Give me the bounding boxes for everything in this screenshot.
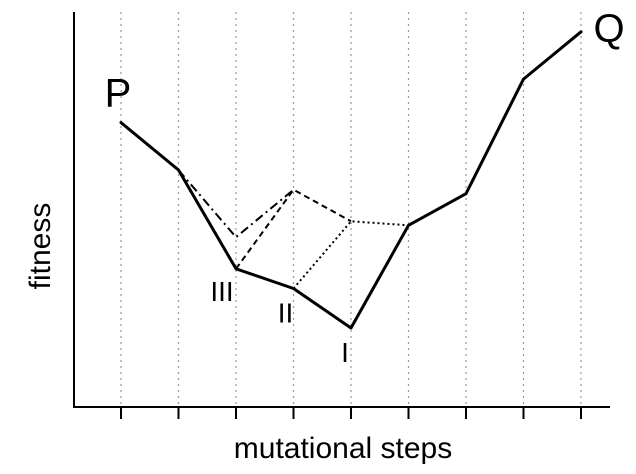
label-q: Q bbox=[593, 7, 624, 51]
label-ii: II bbox=[278, 298, 294, 329]
label-i: I bbox=[341, 337, 349, 368]
grid-lines bbox=[120, 12, 582, 407]
series-layer bbox=[119, 30, 583, 330]
y-axis-label: fitness bbox=[24, 203, 57, 290]
x-axis-ticks bbox=[120, 406, 582, 419]
series-dash-dot-line bbox=[177, 169, 295, 239]
x-axis-label: mutational steps bbox=[234, 432, 452, 465]
series-dotted-line bbox=[292, 220, 409, 290]
label-iii: III bbox=[210, 276, 233, 307]
label-p: P bbox=[105, 72, 132, 116]
axes bbox=[73, 12, 610, 408]
series-solid-line bbox=[119, 30, 583, 330]
series-dashed-line bbox=[235, 188, 352, 270]
